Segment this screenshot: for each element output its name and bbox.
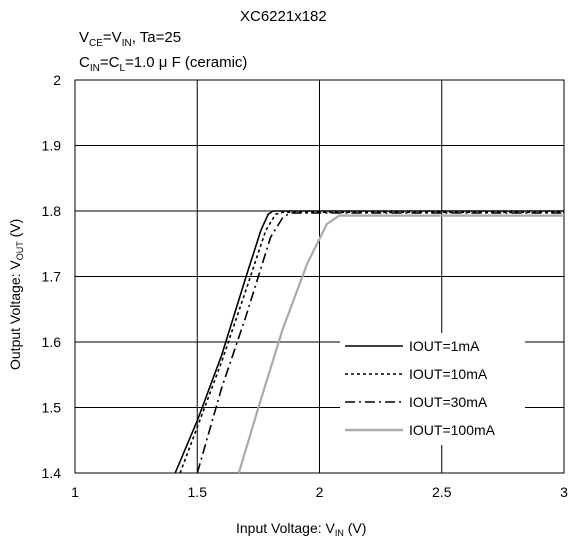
cond2-c: C (79, 54, 90, 71)
y-tick-label: 1.5 (42, 400, 62, 416)
legend-label-2: IOUT=10mA (409, 366, 488, 382)
xlabel-main: Input Voltage: V (236, 520, 336, 536)
cond2-eq: =C (100, 54, 120, 71)
series-line-3 (196, 212, 564, 474)
xlabel-sub: IN (335, 528, 344, 538)
x-tick-label: 2 (316, 484, 324, 500)
legend-label-4: IOUT=100mA (409, 422, 496, 438)
x-axis-label: Input Voltage: VIN (V) (236, 520, 366, 538)
series-line-2 (179, 211, 564, 474)
chart-title: XC6221x182 (240, 8, 327, 25)
cond1-ta: , Ta=25 (132, 29, 181, 46)
x-tick-label: 3 (560, 484, 568, 500)
y-tick-label: 1.8 (42, 203, 62, 219)
y-tick-label: 1.7 (42, 269, 62, 285)
series-line-1 (174, 210, 564, 474)
legend: IOUT=1mA IOUT=10mA IOUT=30mA IOUT=100mA (340, 333, 525, 445)
series-line-4 (237, 214, 564, 474)
condition-line-2: CIN=CL=1.0 μ F (ceramic) (79, 54, 247, 74)
cond2-rest: =1.0 μ F (ceramic) (125, 54, 247, 71)
y-tick-label: 1.4 (42, 465, 62, 481)
tick-labels: 1 1.5 2 2.5 3 1.4 1.5 1.6 1.7 1.8 1.9 2 (42, 72, 569, 500)
ylabel-tail: (V) (7, 219, 23, 242)
cond1-ce: CE (89, 38, 103, 49)
plot-area (74, 79, 565, 474)
condition-line-1: VCE=VIN, Ta=25 (79, 29, 181, 49)
cond2-l: L (119, 63, 125, 74)
y-tick-label: 1.9 (42, 138, 62, 154)
y-tick-label: 2 (53, 72, 61, 88)
legend-label-1: IOUT=1mA (409, 338, 480, 354)
x-tick-label: 1 (71, 484, 79, 500)
cond2-in: IN (90, 63, 100, 74)
x-tick-label: 1.5 (188, 484, 208, 500)
xlabel-tail: (V) (344, 520, 367, 536)
y-tick-label: 1.6 (42, 334, 62, 350)
cond1-eq: =V (103, 29, 122, 46)
x-tick-label: 2.5 (432, 484, 452, 500)
ylabel-main: Output Voltage: V (7, 260, 23, 370)
series-lines (174, 210, 564, 474)
y-axis-label: Output Voltage: VOUT (V) (7, 219, 25, 370)
cond1-v: V (79, 29, 89, 46)
ylabel-sub: OUT (15, 241, 25, 261)
legend-box (340, 333, 525, 445)
cond1-in: IN (122, 38, 132, 49)
legend-label-3: IOUT=30mA (409, 394, 488, 410)
